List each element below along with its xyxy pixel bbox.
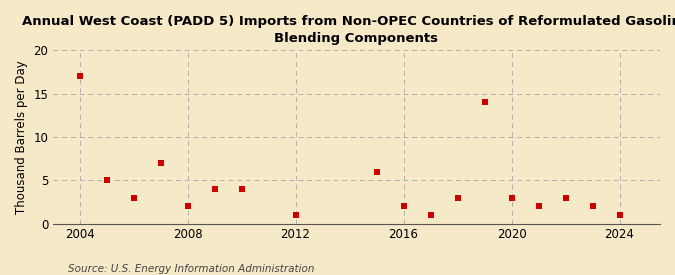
Point bbox=[128, 196, 139, 200]
Point bbox=[74, 74, 85, 79]
Point bbox=[182, 204, 193, 208]
Point bbox=[587, 204, 598, 208]
Title: Annual West Coast (PADD 5) Imports from Non-OPEC Countries of Reformulated Gasol: Annual West Coast (PADD 5) Imports from … bbox=[22, 15, 675, 45]
Point bbox=[560, 196, 571, 200]
Point bbox=[506, 196, 517, 200]
Point bbox=[398, 204, 409, 208]
Point bbox=[614, 213, 625, 217]
Point bbox=[209, 187, 220, 191]
Point bbox=[479, 100, 490, 104]
Point bbox=[533, 204, 544, 208]
Text: Source: U.S. Energy Information Administration: Source: U.S. Energy Information Administ… bbox=[68, 264, 314, 274]
Y-axis label: Thousand Barrels per Day: Thousand Barrels per Day bbox=[15, 60, 28, 214]
Point bbox=[371, 169, 382, 174]
Point bbox=[101, 178, 112, 183]
Point bbox=[290, 213, 301, 217]
Point bbox=[236, 187, 247, 191]
Point bbox=[425, 213, 436, 217]
Point bbox=[452, 196, 463, 200]
Point bbox=[155, 161, 166, 165]
